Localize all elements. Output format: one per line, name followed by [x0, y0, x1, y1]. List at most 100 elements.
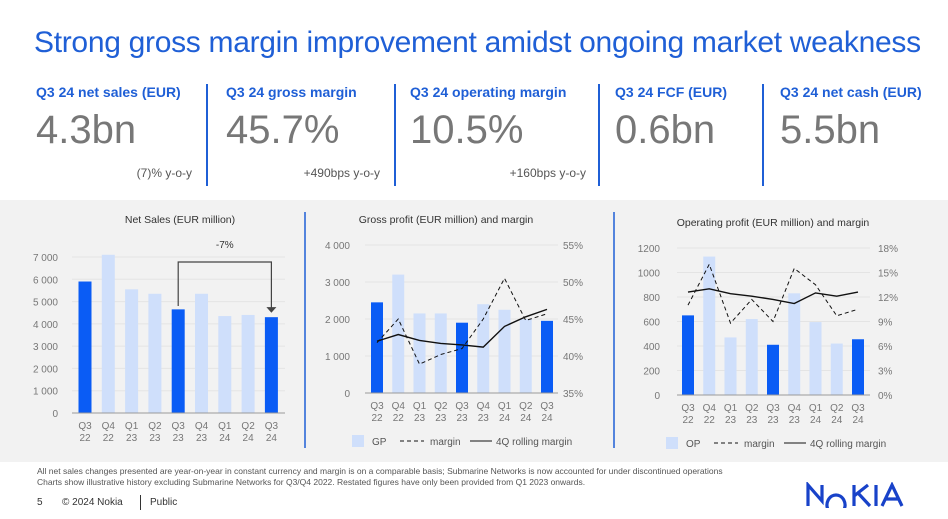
x-tick-label: Q2	[434, 401, 448, 412]
bar-q4-22	[703, 256, 716, 395]
x-tick-label: Q2	[148, 421, 162, 432]
bar-q2-24	[519, 319, 532, 393]
x-tick-label: 23	[414, 413, 426, 424]
y-tick-label: 200	[643, 367, 660, 378]
x-tick-label: 24	[831, 415, 843, 426]
nokia-logo	[806, 482, 904, 508]
kpi-label: Q3 24 net sales (EUR)	[36, 84, 181, 100]
x-tick-label: Q3	[455, 401, 469, 412]
x-tick-label: Q3	[681, 403, 695, 414]
x-tick-label: 24	[219, 433, 231, 444]
x-tick-label: 24	[243, 433, 255, 444]
x-tick-label: 24	[520, 413, 532, 424]
chart-title: Gross profit (EUR million) and margin	[359, 214, 534, 226]
y2-tick-label: 6%	[878, 342, 893, 353]
y-tick-label: 6 000	[33, 275, 58, 286]
x-tick-label: 24	[810, 415, 822, 426]
y2-tick-label: 12%	[878, 293, 898, 304]
y2-tick-label: 0%	[878, 391, 893, 402]
kpi-label: Q3 24 net cash (EUR)	[780, 84, 922, 100]
legend-label: OP	[686, 439, 701, 450]
footnote: All net sales changes presented are year…	[37, 466, 723, 476]
x-tick-label: Q3	[172, 421, 186, 432]
legend-label: 4Q rolling margin	[810, 439, 886, 450]
y2-tick-label: 45%	[563, 315, 583, 326]
legend-swatch	[352, 435, 364, 447]
x-tick-label: Q4	[392, 401, 406, 412]
bar-q3-24	[264, 317, 278, 413]
bar-q1-24	[498, 309, 511, 393]
change-bracket	[177, 261, 272, 311]
x-tick-label: Q3	[851, 403, 865, 414]
y-tick-label: 400	[643, 342, 660, 353]
bar-q4-22	[392, 274, 405, 393]
bar-q1-23	[724, 337, 737, 395]
kpi-label: Q3 24 operating margin	[410, 84, 567, 100]
y2-tick-label: 35%	[563, 389, 583, 400]
bar-q3-22	[682, 315, 694, 395]
y-tick-label: 1 000	[325, 352, 350, 363]
y-tick-label: 800	[643, 293, 660, 304]
legend-label: GP	[372, 437, 387, 448]
y-tick-label: 2 000	[325, 315, 350, 326]
divider	[762, 84, 764, 186]
bar-q3-23	[456, 322, 468, 393]
x-tick-label: 23	[789, 415, 801, 426]
bar-q1-23	[413, 313, 426, 393]
x-tick-label: 24	[499, 413, 511, 424]
y2-tick-label: 18%	[878, 244, 898, 255]
x-tick-label: Q1	[809, 403, 823, 414]
x-tick-label: 23	[478, 413, 490, 424]
x-tick-label: 23	[196, 433, 208, 444]
bar-q1-24	[809, 322, 822, 395]
y-tick-label: 0	[344, 389, 350, 400]
y-tick-label: 1 000	[33, 387, 58, 398]
x-tick-label: Q4	[477, 401, 491, 412]
x-tick-label: Q1	[125, 421, 139, 432]
divider	[598, 84, 600, 186]
bar-q2-24	[241, 314, 255, 413]
bar-q2-23	[148, 293, 162, 413]
x-tick-label: Q1	[218, 421, 232, 432]
y-tick-label: 600	[643, 318, 660, 329]
kpi-label: Q3 24 gross margin	[226, 84, 357, 100]
y-tick-label: 0	[52, 409, 58, 420]
x-tick-label: Q1	[498, 401, 512, 412]
y-tick-label: 3 000	[33, 342, 58, 353]
divider	[140, 495, 141, 510]
bar-q4-23	[788, 293, 801, 395]
bar-q4-23	[195, 293, 208, 413]
x-tick-label: Q2	[519, 401, 533, 412]
arrow-icon	[266, 307, 277, 313]
y2-tick-label: 9%	[878, 318, 893, 329]
kpi-change: +490bps y-o-y	[303, 166, 380, 180]
x-tick-label: 22	[393, 413, 405, 424]
bar-q3-24	[541, 320, 553, 393]
bar-q3-22	[371, 302, 383, 393]
y2-tick-label: 55%	[563, 241, 583, 252]
x-tick-label: 23	[435, 413, 447, 424]
bar-q1-23	[125, 289, 139, 413]
bar-q2-24	[830, 343, 843, 395]
x-tick-label: 23	[173, 433, 185, 444]
x-tick-label: 22	[371, 413, 383, 424]
x-tick-label: 23	[746, 415, 758, 426]
kpi-change: (7)% y-o-y	[136, 166, 192, 180]
x-tick-label: Q3	[78, 421, 92, 432]
kpi-gross-margin: Q3 24 gross margin 45.7% +490bps y-o-y	[226, 84, 394, 186]
y-tick-label: 1000	[638, 269, 661, 280]
x-tick-label: Q3	[766, 403, 780, 414]
bar-q3-22	[78, 281, 92, 413]
x-tick-label: Q2	[745, 403, 759, 414]
y2-tick-label: 15%	[878, 269, 898, 280]
x-tick-label: Q4	[195, 421, 209, 432]
chart-title: Operating profit (EUR million) and margi…	[677, 217, 870, 229]
legend-label: margin	[744, 439, 775, 450]
x-tick-label: 23	[149, 433, 161, 444]
x-tick-label: 22	[682, 415, 694, 426]
y-tick-label: 1200	[638, 244, 661, 255]
kpi-value: 10.5%	[410, 108, 524, 152]
x-tick-label: 22	[704, 415, 716, 426]
rolling-margin-line	[376, 308, 548, 348]
